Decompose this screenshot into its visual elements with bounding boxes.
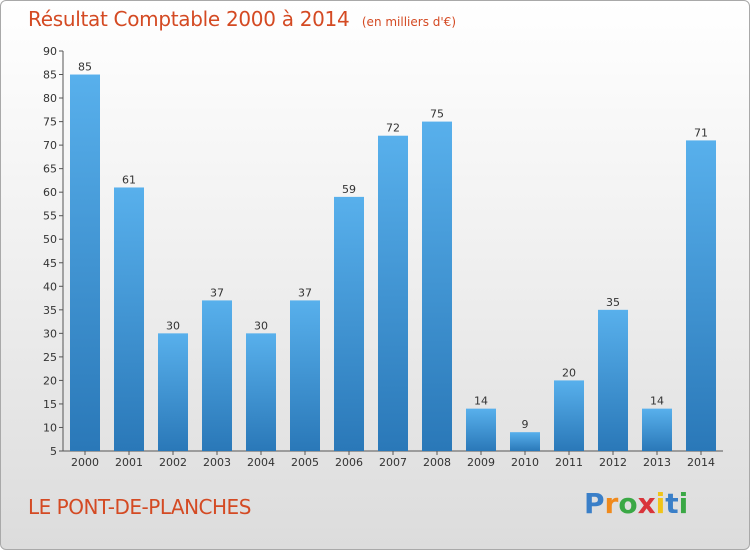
value-label-2004: 30 — [254, 319, 268, 332]
logo-letter: x — [637, 487, 656, 520]
value-labels: 85 61 30 37 30 37 59 72 75 14 9 20 35 14 71 — [78, 61, 708, 432]
logo-letter: i — [655, 487, 666, 520]
y-tick-label: 90 — [43, 45, 57, 58]
x-tick-label: 2004 — [247, 456, 275, 469]
bar-2010 — [510, 432, 540, 451]
y-tick-label: 15 — [43, 398, 57, 411]
bar-2007 — [378, 135, 408, 452]
value-label-2006: 59 — [342, 183, 356, 196]
logo-letter: i — [678, 487, 689, 520]
value-label-2010: 9 — [522, 418, 529, 431]
value-label-2001: 61 — [122, 173, 136, 186]
value-label-2000: 85 — [78, 61, 92, 74]
x-tick-label: 2005 — [291, 456, 319, 469]
bar-2005 — [290, 300, 320, 451]
y-tick-label: 60 — [43, 186, 57, 199]
bar-2001 — [114, 187, 144, 451]
value-label-2011: 20 — [562, 366, 576, 379]
value-label-2003: 37 — [210, 286, 224, 299]
x-tick-label: 2000 — [71, 456, 99, 469]
x-tick-label: 2013 — [643, 456, 671, 469]
x-tick-label: 2011 — [555, 456, 583, 469]
x-tick-label: 2010 — [511, 456, 539, 469]
bar-2006 — [334, 196, 364, 451]
y-tick-label: 20 — [43, 374, 57, 387]
x-tick-label: 2002 — [159, 456, 187, 469]
value-label-2007: 72 — [386, 122, 400, 135]
bar-2012 — [598, 309, 628, 451]
proxiti-logo: Proxiti — [584, 487, 688, 520]
value-label-2009: 14 — [474, 395, 488, 408]
logo-letter: o — [618, 487, 638, 520]
logo-letter: r — [604, 487, 619, 520]
x-tick-label: 2007 — [379, 456, 407, 469]
bar-2009 — [466, 408, 496, 451]
y-tick-label: 75 — [43, 116, 57, 129]
bars — [70, 74, 716, 452]
y-tick-label: 50 — [43, 233, 57, 246]
x-tick-label: 2009 — [467, 456, 495, 469]
value-label-2012: 35 — [606, 296, 620, 309]
y-tick-label: 85 — [43, 69, 57, 82]
x-tick-label: 2001 — [115, 456, 143, 469]
bar-2000 — [70, 74, 100, 451]
y-tick-label: 45 — [43, 257, 57, 270]
y-tick-label: 65 — [43, 163, 57, 176]
value-label-2005: 37 — [298, 286, 312, 299]
bar-2011 — [554, 380, 584, 451]
y-tick-label: 10 — [43, 421, 57, 434]
bar-2004 — [246, 333, 276, 451]
bar-2003 — [202, 300, 232, 451]
x-tick-label: 2006 — [335, 456, 363, 469]
value-label-2014: 71 — [694, 126, 708, 139]
value-label-2008: 75 — [430, 108, 444, 121]
y-tick-label: 30 — [43, 327, 57, 340]
chart-subtitle: (en milliers d'€) — [361, 15, 456, 29]
y-tick-label: 40 — [43, 280, 57, 293]
commune-name: LE PONT-DE-PLANCHES — [28, 495, 251, 519]
chart-title: Résultat Comptable 2000 à 2014 — [28, 7, 350, 31]
bar-2013 — [642, 408, 672, 451]
y-tick-label: 25 — [43, 351, 57, 364]
y-tick-label: 80 — [43, 92, 57, 105]
x-tick-label: 2014 — [687, 456, 715, 469]
chart-header: Résultat Comptable 2000 à 2014 (en milli… — [28, 7, 456, 31]
logo-letter: t — [665, 487, 679, 520]
bar-2002 — [158, 333, 188, 451]
y-tick-label: 35 — [43, 304, 57, 317]
value-label-2013: 14 — [650, 395, 664, 408]
y-tick-label: 55 — [43, 210, 57, 223]
logo-letter: P — [584, 487, 605, 520]
x-tick-label: 2008 — [423, 456, 451, 469]
x-tick-label: 2003 — [203, 456, 231, 469]
y-tick-label: 70 — [43, 139, 57, 152]
bar-2014 — [686, 140, 716, 452]
bar-2008 — [422, 121, 452, 452]
x-tick-label: 2012 — [599, 456, 627, 469]
axes: 5 10 15 20 25 30 35 40 45 50 55 60 65 70 75 80 85 90 2000 2… — [43, 45, 723, 469]
y-tick-label: 5 — [50, 445, 57, 458]
value-label-2002: 30 — [166, 319, 180, 332]
